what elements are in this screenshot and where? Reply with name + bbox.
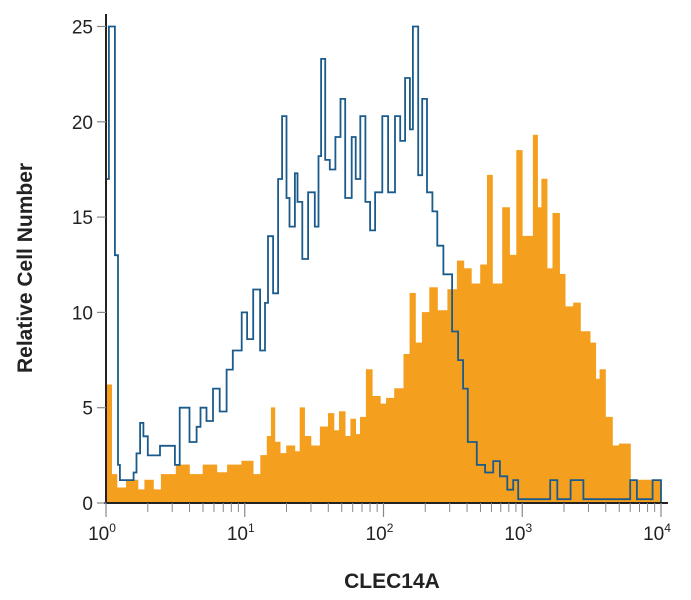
series-layer	[105, 25, 662, 504]
y-tick-label: 10	[72, 303, 93, 324]
x-tick-label: 103	[504, 521, 532, 545]
x-tick-label: 102	[366, 521, 394, 545]
y-tick-label: 20	[72, 113, 93, 134]
x-tick-label: 101	[227, 521, 255, 545]
x-tick-label: 104	[643, 521, 671, 545]
y-axis-title: Relative Cell Number	[14, 163, 37, 373]
series-filled-histogram	[105, 134, 662, 504]
y-tick-label: 15	[72, 208, 93, 229]
y-tick-label: 0	[82, 494, 93, 515]
y-tick-label: 5	[82, 399, 93, 420]
y-tick-label: 25	[72, 18, 93, 39]
x-tick-label: 100	[88, 521, 116, 545]
x-axis-title: CLEC14A	[344, 570, 440, 593]
series-outline-histogram	[105, 25, 662, 503]
axis-layer: 0 5 10 15 20 25 100 101 102 103 104	[72, 18, 671, 546]
